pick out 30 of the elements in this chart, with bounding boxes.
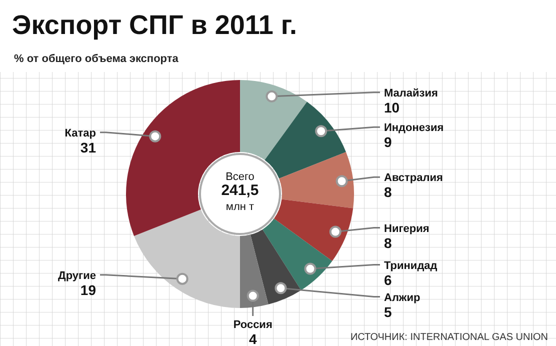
chart-title: Экспорт СПГ в 2011 г. bbox=[12, 10, 297, 40]
data-label: 31 bbox=[80, 139, 96, 156]
slice-label: Малайзия bbox=[384, 87, 438, 100]
slice-label: Другие bbox=[58, 270, 96, 282]
slice-label: Тринидад bbox=[384, 260, 438, 272]
donut-slice bbox=[274, 199, 354, 262]
chart-subtitle: % от общего объема экспорта bbox=[14, 53, 180, 65]
data-label: 4 bbox=[248, 331, 257, 346]
slice-label: Катар bbox=[64, 127, 96, 140]
donut-slice bbox=[240, 234, 268, 308]
data-label: 10 bbox=[384, 99, 400, 116]
donut-slice bbox=[240, 80, 308, 160]
slice-label: Австралия bbox=[384, 172, 443, 184]
text: Всего 241,5 млн т bbox=[221, 171, 259, 213]
donut-slice bbox=[134, 209, 240, 308]
data-label: 6 bbox=[384, 272, 392, 288]
slice-label: Россия bbox=[233, 319, 272, 331]
donut-slice bbox=[264, 102, 346, 179]
data-label: 8 bbox=[384, 234, 392, 251]
data-label: 8 bbox=[384, 184, 392, 200]
data-label: 5 bbox=[384, 304, 392, 320]
data-label: 9 bbox=[384, 134, 392, 150]
slice-label: Алжир bbox=[384, 292, 420, 304]
slice-label: Индонезия bbox=[384, 122, 444, 134]
slice-label: Нигерия bbox=[384, 222, 430, 235]
donut-slice bbox=[262, 218, 332, 290]
data-label: 19 bbox=[80, 282, 96, 298]
donut-slice bbox=[250, 229, 302, 304]
text: ИСТОЧНИК: INTERNATIONAL GAS UNION bbox=[350, 332, 548, 343]
donut-slice bbox=[279, 152, 354, 208]
